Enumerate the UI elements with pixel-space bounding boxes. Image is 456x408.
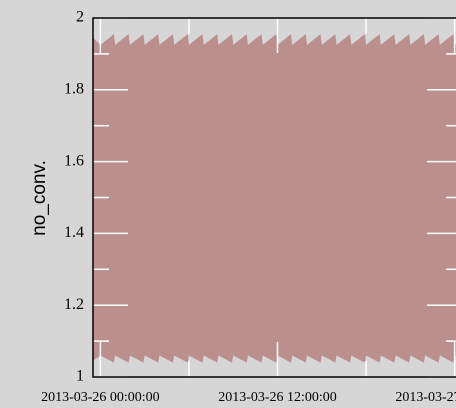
y-tick-label: 2 xyxy=(76,9,84,26)
plot-border xyxy=(92,17,456,378)
x-tick-label: 2013-03-26 12:00:00 xyxy=(218,390,337,405)
y-tick-label: 1.6 xyxy=(64,152,84,169)
x-tick-label: 2013-03-27 00:00:00 xyxy=(395,390,456,405)
x-tick-label: 2013-03-26 00:00:00 xyxy=(41,390,160,405)
y-tick-label: 1.8 xyxy=(64,80,84,97)
y-tick-label: 1.4 xyxy=(64,224,84,241)
y-axis-label: no_conv. xyxy=(29,160,50,236)
y-tick-label: 1 xyxy=(76,368,84,385)
range-area xyxy=(93,34,456,363)
y-tick-label: 1.2 xyxy=(64,296,84,313)
